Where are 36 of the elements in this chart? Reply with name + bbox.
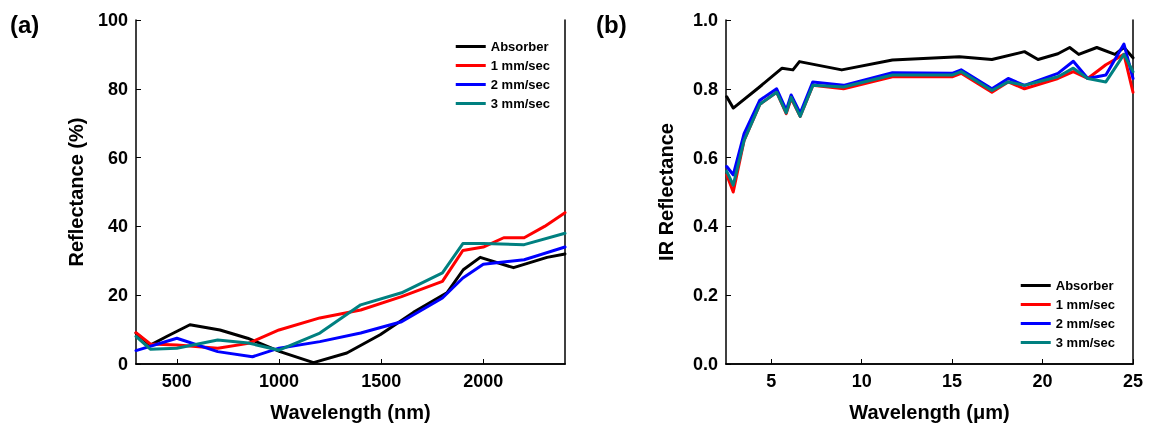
x-axis-title: Wavelength (nm)	[270, 401, 431, 423]
text: (a)	[10, 10, 40, 38]
x-tick-label: 5	[766, 371, 777, 391]
x-tick-label: 1000	[258, 371, 300, 391]
legend-label: 3 mm/sec	[1055, 335, 1115, 350]
y-axis-title: IR Reflectance	[655, 123, 677, 261]
y-axis-title: Reflectance (%)	[65, 117, 87, 267]
x-tick-label: 25	[1122, 371, 1144, 391]
y-tick-label: 20	[107, 285, 128, 306]
text: (b)	[596, 10, 627, 38]
y-tick-label: 0.6	[692, 147, 718, 168]
x-tick-label: 10	[851, 371, 872, 391]
x-axis-title: Wavelength (μm)	[849, 401, 1010, 423]
legend-label: 1 mm/sec	[1055, 297, 1115, 312]
x-tick-label: 15	[942, 371, 963, 391]
x-tick-label: 2000	[463, 371, 504, 391]
y-tick-label: 40	[107, 216, 128, 237]
y-tick-label: 80	[107, 78, 128, 99]
y-tick-label: 0.4	[692, 216, 718, 237]
legend-label: 3 mm/sec	[490, 96, 550, 111]
legend-label: 1 mm/sec	[490, 58, 550, 73]
x-tick-label: 500	[161, 371, 192, 391]
y-tick-label: 0.0	[692, 354, 718, 374]
legend-label: Absorber	[490, 39, 549, 54]
y-tick-label: 0.2	[692, 285, 718, 306]
legend-label: Absorber	[1055, 278, 1114, 293]
y-tick-label: 100	[97, 10, 128, 30]
y-tick-label: 0.8	[692, 78, 718, 99]
y-tick-label: 0	[117, 354, 128, 374]
line-series	[134, 231, 567, 352]
x-tick-label: 1500	[361, 371, 402, 391]
y-tick-label: 1.0	[692, 10, 718, 30]
legend-label: 2 mm/sec	[490, 77, 550, 92]
y-tick-label: 60	[107, 147, 128, 168]
legend-label: 2 mm/sec	[1055, 316, 1115, 331]
x-tick-label: 20	[1032, 371, 1053, 391]
